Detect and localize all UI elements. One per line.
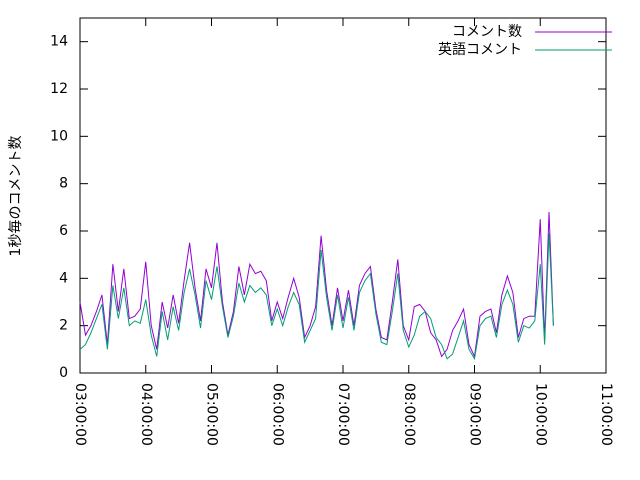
x-tick-label: 11:00:00	[598, 383, 614, 446]
y-tick-label: 2	[59, 318, 68, 334]
y-tick-label: 0	[59, 365, 68, 381]
y-tick-label: 14	[50, 34, 68, 50]
y-tick-label: 10	[50, 128, 68, 144]
x-tick-label: 07:00:00	[335, 383, 351, 446]
y-tick-label: 12	[50, 81, 68, 97]
series-line	[79, 233, 554, 361]
y-tick-label: 4	[59, 270, 68, 286]
x-tick-label: 05:00:00	[204, 383, 220, 446]
legend-label: 英語コメント	[438, 41, 522, 58]
y-axis-label: 1秒毎のコメント数	[8, 136, 24, 257]
x-tick-label: 08:00:00	[401, 383, 417, 446]
y-tick-label: 6	[59, 223, 68, 239]
x-tick-label: 04:00:00	[138, 383, 154, 446]
y-tick-label: 8	[59, 176, 68, 192]
legend-label: コメント数	[452, 24, 522, 40]
x-tick-label: 03:00:00	[72, 383, 88, 446]
x-tick-label: 06:00:00	[269, 383, 285, 446]
x-tick-label: 09:00:00	[467, 383, 483, 446]
x-tick-label: 10:00:00	[532, 383, 548, 446]
series-line	[79, 212, 554, 359]
